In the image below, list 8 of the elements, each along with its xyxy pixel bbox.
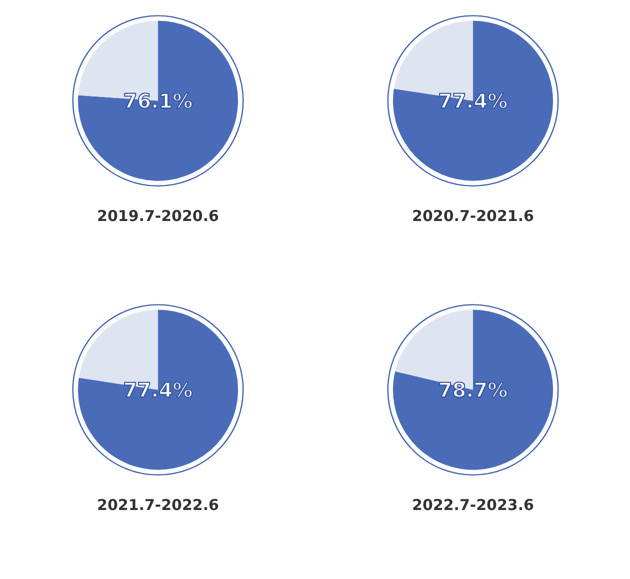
data-label: 76.1% (123, 88, 193, 113)
text: 2019.7-2020.6 (97, 207, 220, 226)
text: 2020.7-2021.6 (412, 207, 534, 226)
data-label: 78.7% (438, 378, 508, 402)
data-label: 77.4% (123, 378, 193, 402)
text: 2022.7-2023.6 (412, 496, 534, 514)
data-label: 77.4% (438, 88, 508, 113)
text: 2021.7-2022.6 (97, 496, 220, 514)
